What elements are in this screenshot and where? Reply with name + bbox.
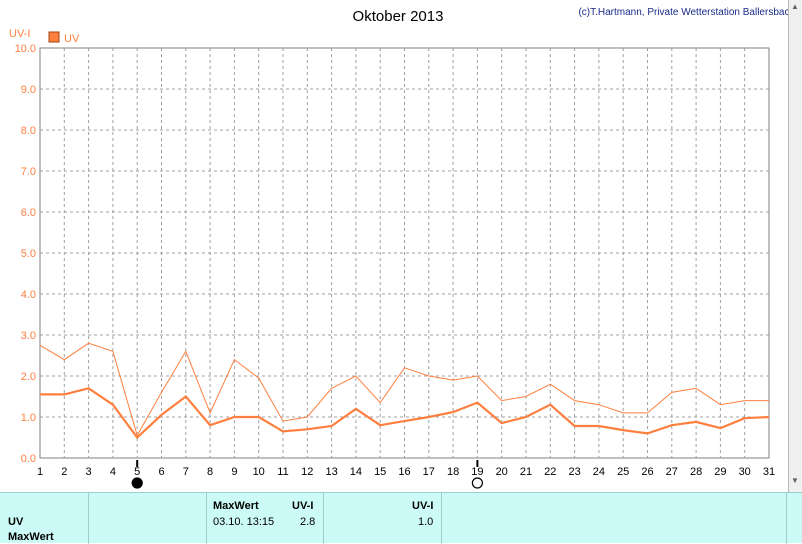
chart-title: Oktober 2013 — [353, 8, 444, 25]
series-lines — [39, 342, 770, 440]
y-tick-label: 2.0 — [21, 371, 36, 383]
y-tick-label: 4.0 — [21, 289, 36, 301]
y-tick-label: 6.0 — [21, 207, 36, 219]
x-tick-label: 14 — [350, 466, 362, 478]
legend-label: UV — [64, 33, 80, 45]
x-tick-label: 4 — [110, 466, 116, 478]
new-moon-icon — [131, 477, 143, 489]
x-tick-label: 15 — [374, 466, 386, 478]
moon-phases — [131, 460, 483, 489]
panel-divider — [88, 493, 89, 544]
x-tick-label: 22 — [544, 466, 556, 478]
summary-panel: UV MaxWert MaxWert UV-I 03.10. 13:15 2.8… — [0, 492, 802, 544]
y-tick-label: 10.0 — [15, 43, 36, 55]
panel-divider — [323, 493, 324, 544]
x-tick-label: 1 — [37, 466, 43, 478]
series-line-1 — [40, 387, 770, 440]
y-tick-label: 7.0 — [21, 166, 36, 178]
x-tick-label: 30 — [739, 466, 751, 478]
y-tick-label: 8.0 — [21, 125, 36, 137]
panel-divider — [206, 493, 207, 544]
y-tick-label: 5.0 — [21, 248, 36, 260]
y-tick-label: 3.0 — [21, 330, 36, 342]
vertical-scrollbar[interactable]: ▲ ▼ — [788, 0, 802, 492]
x-tick-label: 29 — [714, 466, 726, 478]
full-moon-icon — [471, 477, 483, 489]
x-tick-label: 27 — [666, 466, 678, 478]
panel-divider — [786, 493, 787, 544]
scroll-down-icon[interactable]: ▼ — [791, 476, 799, 485]
x-tick-label: 24 — [593, 466, 605, 478]
avg-value: 1.0 — [418, 516, 434, 528]
legend-swatch — [48, 31, 60, 43]
x-tick-label: 2 — [61, 466, 67, 478]
y-ticks: 0.0 1.0 2.0 3.0 4.0 5.0 6.0 7.0 8.0 9.0 10.0 — [15, 43, 36, 465]
panel-divider — [441, 493, 442, 544]
max-value: 2.8 — [300, 516, 316, 528]
x-tick-label: 25 — [617, 466, 629, 478]
maxwert-unit: UV-I — [292, 500, 314, 512]
y-tick-label: 9.0 — [21, 84, 36, 96]
x-ticks: 1 2 3 4 5 6 7 8 9 10 11 12 13 14 15 16 17 18 19 20 21 22 23 24 2… — [37, 466, 775, 478]
y-axis-label: UV-I — [9, 28, 30, 40]
x-tick-label: 20 — [496, 466, 508, 478]
series-line-2 — [39, 342, 769, 437]
row-sub-label: MaxWert — [8, 531, 54, 543]
x-tick-label: 21 — [520, 466, 532, 478]
maxwert-header: MaxWert — [213, 500, 259, 512]
x-tick-label: 28 — [690, 466, 702, 478]
grid — [39, 47, 770, 459]
y-tick-label: 1.0 — [21, 412, 36, 424]
x-tick-label: 13 — [325, 466, 337, 478]
x-tick-label: 31 — [763, 466, 775, 478]
credit-text: (c)T.Hartmann, Private Wetterstation Bal… — [578, 7, 795, 18]
x-tick-label: 18 — [447, 466, 459, 478]
row-label: UV — [8, 516, 24, 528]
x-tick-label: 7 — [183, 466, 189, 478]
x-tick-label: 8 — [207, 466, 213, 478]
x-tick-label: 23 — [568, 466, 580, 478]
uv-chart: Oktober 2013 (c)T.Hartmann, Private Wett… — [9, 7, 795, 489]
x-tick-label: 19 — [471, 466, 483, 478]
x-tick-label: 3 — [86, 466, 92, 478]
max-datetime: 03.10. 13:15 — [213, 516, 275, 528]
avg-unit: UV-I — [412, 500, 434, 512]
x-tick-label: 16 — [398, 466, 410, 478]
x-tick-label: 11 — [277, 466, 288, 478]
x-tick-label: 26 — [641, 466, 653, 478]
x-tick-label: 17 — [423, 466, 435, 478]
x-tick-label: 6 — [158, 466, 164, 478]
y-tick-label: 0.0 — [21, 453, 36, 465]
x-tick-label: 12 — [301, 466, 313, 478]
x-tick-label: 9 — [231, 466, 237, 478]
scroll-up-icon[interactable]: ▲ — [791, 2, 799, 11]
x-tick-label: 5 — [134, 466, 140, 478]
x-tick-label: 10 — [253, 466, 265, 478]
